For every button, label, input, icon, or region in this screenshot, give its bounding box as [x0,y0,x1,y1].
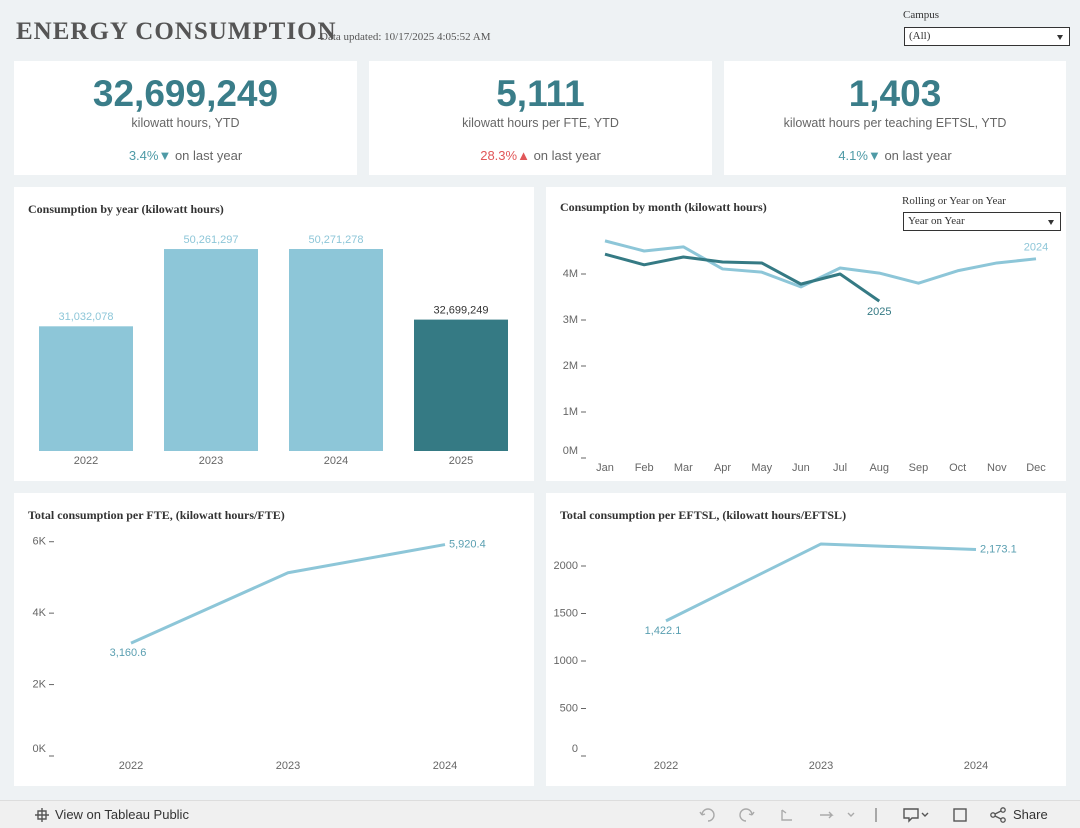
x-tick-label: Jun [792,462,810,474]
y-tick-label: 0 [572,743,578,755]
x-tick-label: 2022 [119,760,143,772]
x-tick-label: Nov [987,462,1007,474]
y-tick-label: 2K [33,678,47,690]
kpi-label: kilowatt hours per teaching EFTSL, YTD [783,116,1007,130]
x-tick-label: 2025 [449,455,473,467]
kpi-change-row: 3.4%▼ on last year [14,148,357,163]
y-tick-label: 6K [33,536,47,548]
x-tick-label: 2023 [199,455,223,467]
x-tick-label: Oct [949,462,966,474]
x-tick-label: 2024 [433,760,457,772]
bar [289,249,383,451]
y-tick-label: 1500 [554,607,578,619]
value-label: 3,160.6 [110,647,147,659]
kpi-card: 32,699,249 kilowatt hours, YTD 3.4%▼ on … [14,61,357,175]
mode-dropdown[interactable]: Year on Year [903,212,1061,231]
line-chart: Consumption by month (kilowatt hours) 0M 1… [546,187,1066,481]
y-tick-label: 0K [33,743,47,755]
y-tick-label: 1000 [554,655,578,667]
x-tick-label: 2023 [809,760,833,772]
x-tick-label: Feb [635,462,654,474]
bar [414,319,508,451]
kpi-label: kilowatt hours, YTD [131,116,240,130]
share-icon [990,807,1006,823]
value-label: 2,173.1 [980,543,1017,555]
kpi-suffix: on last year [174,148,243,163]
y-tick-label: 0M [563,445,578,457]
y-tick-label: 2M [563,360,578,372]
y-tick-label: 3M [563,314,578,326]
kpi-label: kilowatt hours per FTE, YTD [462,116,619,130]
series-line [130,543,446,645]
line-chart: Total consumption per FTE, (kilowatt hou… [14,493,534,786]
chart-title: Consumption by year (kilowatt hours) [28,202,224,216]
tableau-icon [35,808,49,822]
kpi-value: 5,111 [496,73,585,114]
series-label: 2025 [867,306,891,318]
kpi-value: 32,699,249 [92,73,279,114]
bar-chart: Consumption by year (kilowatt hours) 31,0… [14,187,534,481]
x-tick-label: May [751,462,772,474]
kpi-change-row: 28.3%▲ on last year [369,148,712,163]
kpi-suffix: on last year [533,148,601,163]
tableau-link[interactable]: View on Tableau Public [55,807,189,822]
y-tick-label: 2000 [554,560,578,572]
series-line [604,239,1037,289]
filter-label: Rolling or Year on Year [902,195,1006,207]
x-tick-label: Jan [596,462,614,474]
chart-title: Consumption by month (kilowatt hours) [560,200,767,214]
series-label: 2024 [1024,242,1048,254]
campus-dropdown[interactable]: (All) [904,27,1070,46]
x-tick-label: 2022 [74,455,98,467]
kpi-change: 3.4%▼ [128,148,172,163]
x-tick-label: 2024 [324,455,348,467]
y-tick-label: 500 [560,702,578,714]
page-title: ENERGY CONSUMPTION [16,18,337,45]
kpi-change: 28.3%▲ [480,148,530,163]
x-tick-label: Dec [1026,462,1046,474]
value-label: 31,032,078 [58,311,113,323]
value-label: 50,271,278 [308,234,363,246]
y-tick-label: 1M [563,406,578,418]
y-tick-label: 4K [33,607,47,619]
kpi-change: 4.1%▼ [838,148,881,163]
chart-title: Total consumption per FTE, (kilowatt hou… [28,508,285,522]
footer-bar: View on Tableau Public Share [0,800,1080,828]
kpi-suffix: on last year [884,148,952,163]
value-label: 50,261,297 [183,234,238,246]
x-tick-label: Apr [714,462,731,474]
bar [39,326,133,451]
kpi-card: 1,403 kilowatt hours per teaching EFTSL,… [724,61,1066,175]
series-line [665,542,977,623]
x-tick-label: 2023 [276,760,300,772]
kpi-value: 1,403 [848,73,942,114]
x-tick-label: 2022 [654,760,678,772]
x-tick-label: 2024 [964,760,988,772]
series-line [604,252,881,303]
kpi-card: 5,111 kilowatt hours per FTE, YTD 28.3%▲… [369,61,712,175]
value-label: 5,920.4 [449,538,486,550]
share-button[interactable]: Share [1013,807,1048,822]
value-label: 1,422.1 [645,625,682,637]
updated-text: Data updated: 10/17/2025 4:05:52 AM [320,31,491,43]
x-tick-label: Mar [674,462,693,474]
x-tick-label: Sep [909,462,929,474]
chart-title: Total consumption per EFTSL, (kilowatt h… [560,508,846,522]
toolbar-icons [699,808,967,823]
x-tick-label: Jul [833,462,847,474]
bar [164,249,258,451]
filter-label: Campus [903,9,940,21]
kpi-change-row: 4.1%▼ on last year [724,148,1066,163]
y-tick-label: 4M [563,268,578,280]
line-chart: Total consumption per EFTSL, (kilowatt h… [546,493,1066,786]
x-tick-label: Aug [869,462,889,474]
value-label: 32,699,249 [433,305,488,317]
